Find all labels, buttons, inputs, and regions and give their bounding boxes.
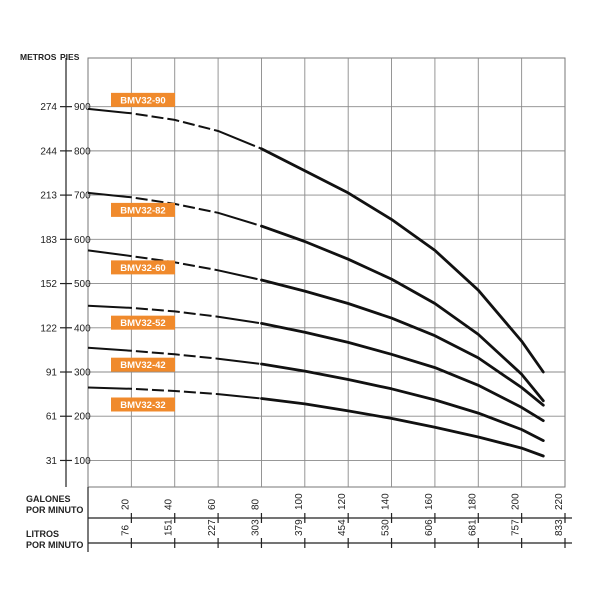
series [87, 107, 545, 458]
y-tick-label-feet-4: 500 [74, 279, 91, 290]
series-label-BMV32-82: BMV32-82 [111, 202, 175, 217]
series-label-box-BMV32-90 [111, 92, 175, 107]
curve-BMV32-42 [260, 362, 545, 443]
x-gpm-tick-label-6: 140 [381, 493, 392, 510]
x-axis-lpm-label-line1: LITROS [26, 529, 59, 539]
x-gpm-tick-label-2: 60 [207, 498, 218, 510]
x-gpm-tick-label-0: 20 [120, 498, 131, 510]
x-gpm-tick-label-4: 100 [294, 493, 305, 510]
y-tick-label-feet-6: 700 [74, 191, 91, 202]
x-gpm-tick-label-1: 40 [164, 498, 175, 510]
x-gpm-tick-label-7: 160 [424, 493, 435, 510]
y-tick-label-meters-6: 213 [40, 191, 57, 202]
series-label-box-BMV32-32 [111, 397, 175, 412]
y-tick-label-meters-5: 183 [40, 235, 57, 246]
curve-BMV32-90 [260, 147, 545, 374]
y-tick-label-meters-2: 91 [46, 368, 58, 379]
series-label-BMV32-52: BMV32-52 [111, 315, 175, 330]
series-label-BMV32-90: BMV32-90 [111, 92, 175, 107]
x-gpm-tick-label-3: 80 [250, 498, 261, 510]
x-lpm-tick-label-9: 757 [511, 519, 522, 536]
curve-BMV32-60 [260, 278, 545, 407]
series-label-BMV32-42: BMV32-42 [111, 357, 175, 372]
curve-dashed-BMV32-52 [87, 304, 262, 325]
curve-dashed-BMV32-32 [87, 386, 262, 400]
y-axis-meters-label: METROS [20, 52, 57, 62]
x-axis-lpm-label-line2: POR MINUTO [26, 540, 83, 550]
y-tick-label-meters-4: 152 [40, 279, 57, 290]
series-label-box-BMV32-82 [111, 202, 175, 217]
y-tick-label-meters-0: 31 [46, 456, 58, 467]
x-lpm-tick-label-0: 76 [120, 524, 131, 536]
curve-BMV32-52 [260, 321, 545, 423]
x-lpm-tick-label-1: 151 [164, 519, 175, 536]
x-lpm-tick-label-2: 227 [207, 519, 218, 536]
x-lpm-tick-label-5: 454 [337, 519, 348, 536]
series-label-text-BMV32-82: BMV32-82 [120, 205, 165, 216]
series-label-box-BMV32-52 [111, 315, 175, 330]
x-lpm-tick-label-10: 833 [554, 519, 565, 536]
x-lpm-tick-label-7: 606 [424, 519, 435, 536]
series-labels: BMV32-90 BMV32-82 BMV32-60 BMV32-52 BMV32-42… [111, 92, 175, 412]
y-tick-label-feet-2: 300 [74, 368, 91, 379]
curve-BMV32-82 [260, 224, 545, 403]
series-label-box-BMV32-60 [111, 260, 175, 275]
series-label-box-BMV32-42 [111, 357, 175, 372]
series-label-text-BMV32-90: BMV32-90 [120, 95, 165, 106]
y-tick-label-meters-8: 274 [40, 102, 57, 113]
grid [87, 57, 566, 488]
x-gpm-tick-label-8: 180 [467, 493, 478, 510]
y-tick-label-meters-7: 244 [40, 146, 57, 157]
series-label-BMV32-60: BMV32-60 [111, 260, 175, 275]
series-label-text-BMV32-42: BMV32-42 [120, 360, 165, 371]
y-tick-label-feet-8: 900 [74, 102, 91, 113]
plot-frame [87, 57, 566, 488]
axes: 100 31 200 61 300 91 400 122 500 152 600 183 700 213 8… [40, 58, 572, 552]
y-tick-label-feet-0: 100 [74, 456, 91, 467]
y-tick-label-feet-1: 200 [74, 412, 91, 423]
y-tick-label-feet-5: 600 [74, 235, 91, 246]
curve-dashed-BMV32-42 [87, 346, 262, 365]
y-tick-label-feet-3: 400 [74, 323, 91, 334]
curve-dashed-BMV32-90 [87, 107, 262, 150]
y-tick-label-meters-3: 122 [40, 323, 57, 334]
series-label-text-BMV32-60: BMV32-60 [120, 263, 165, 274]
x-lpm-tick-label-3: 303 [250, 519, 261, 536]
curve-BMV32-32 [260, 397, 545, 458]
x-gpm-tick-label-5: 120 [337, 493, 348, 510]
x-gpm-tick-label-10: 220 [554, 493, 565, 510]
x-lpm-tick-label-6: 530 [381, 519, 392, 536]
x-gpm-tick-label-9: 200 [511, 493, 522, 510]
series-label-BMV32-32: BMV32-32 [111, 397, 175, 412]
x-lpm-tick-label-8: 681 [467, 519, 478, 536]
x-lpm-tick-label-4: 379 [294, 519, 305, 536]
y-tick-label-feet-7: 800 [74, 146, 91, 157]
series-label-text-BMV32-32: BMV32-32 [120, 400, 165, 411]
x-axis-gpm-label-line1: GALONES [26, 494, 71, 504]
series-label-text-BMV32-52: BMV32-52 [120, 318, 165, 329]
y-axis-feet-label: PIES [60, 52, 80, 62]
y-tick-label-meters-1: 61 [46, 412, 58, 423]
x-axis-gpm-label-line2: POR MINUTO [26, 505, 83, 515]
